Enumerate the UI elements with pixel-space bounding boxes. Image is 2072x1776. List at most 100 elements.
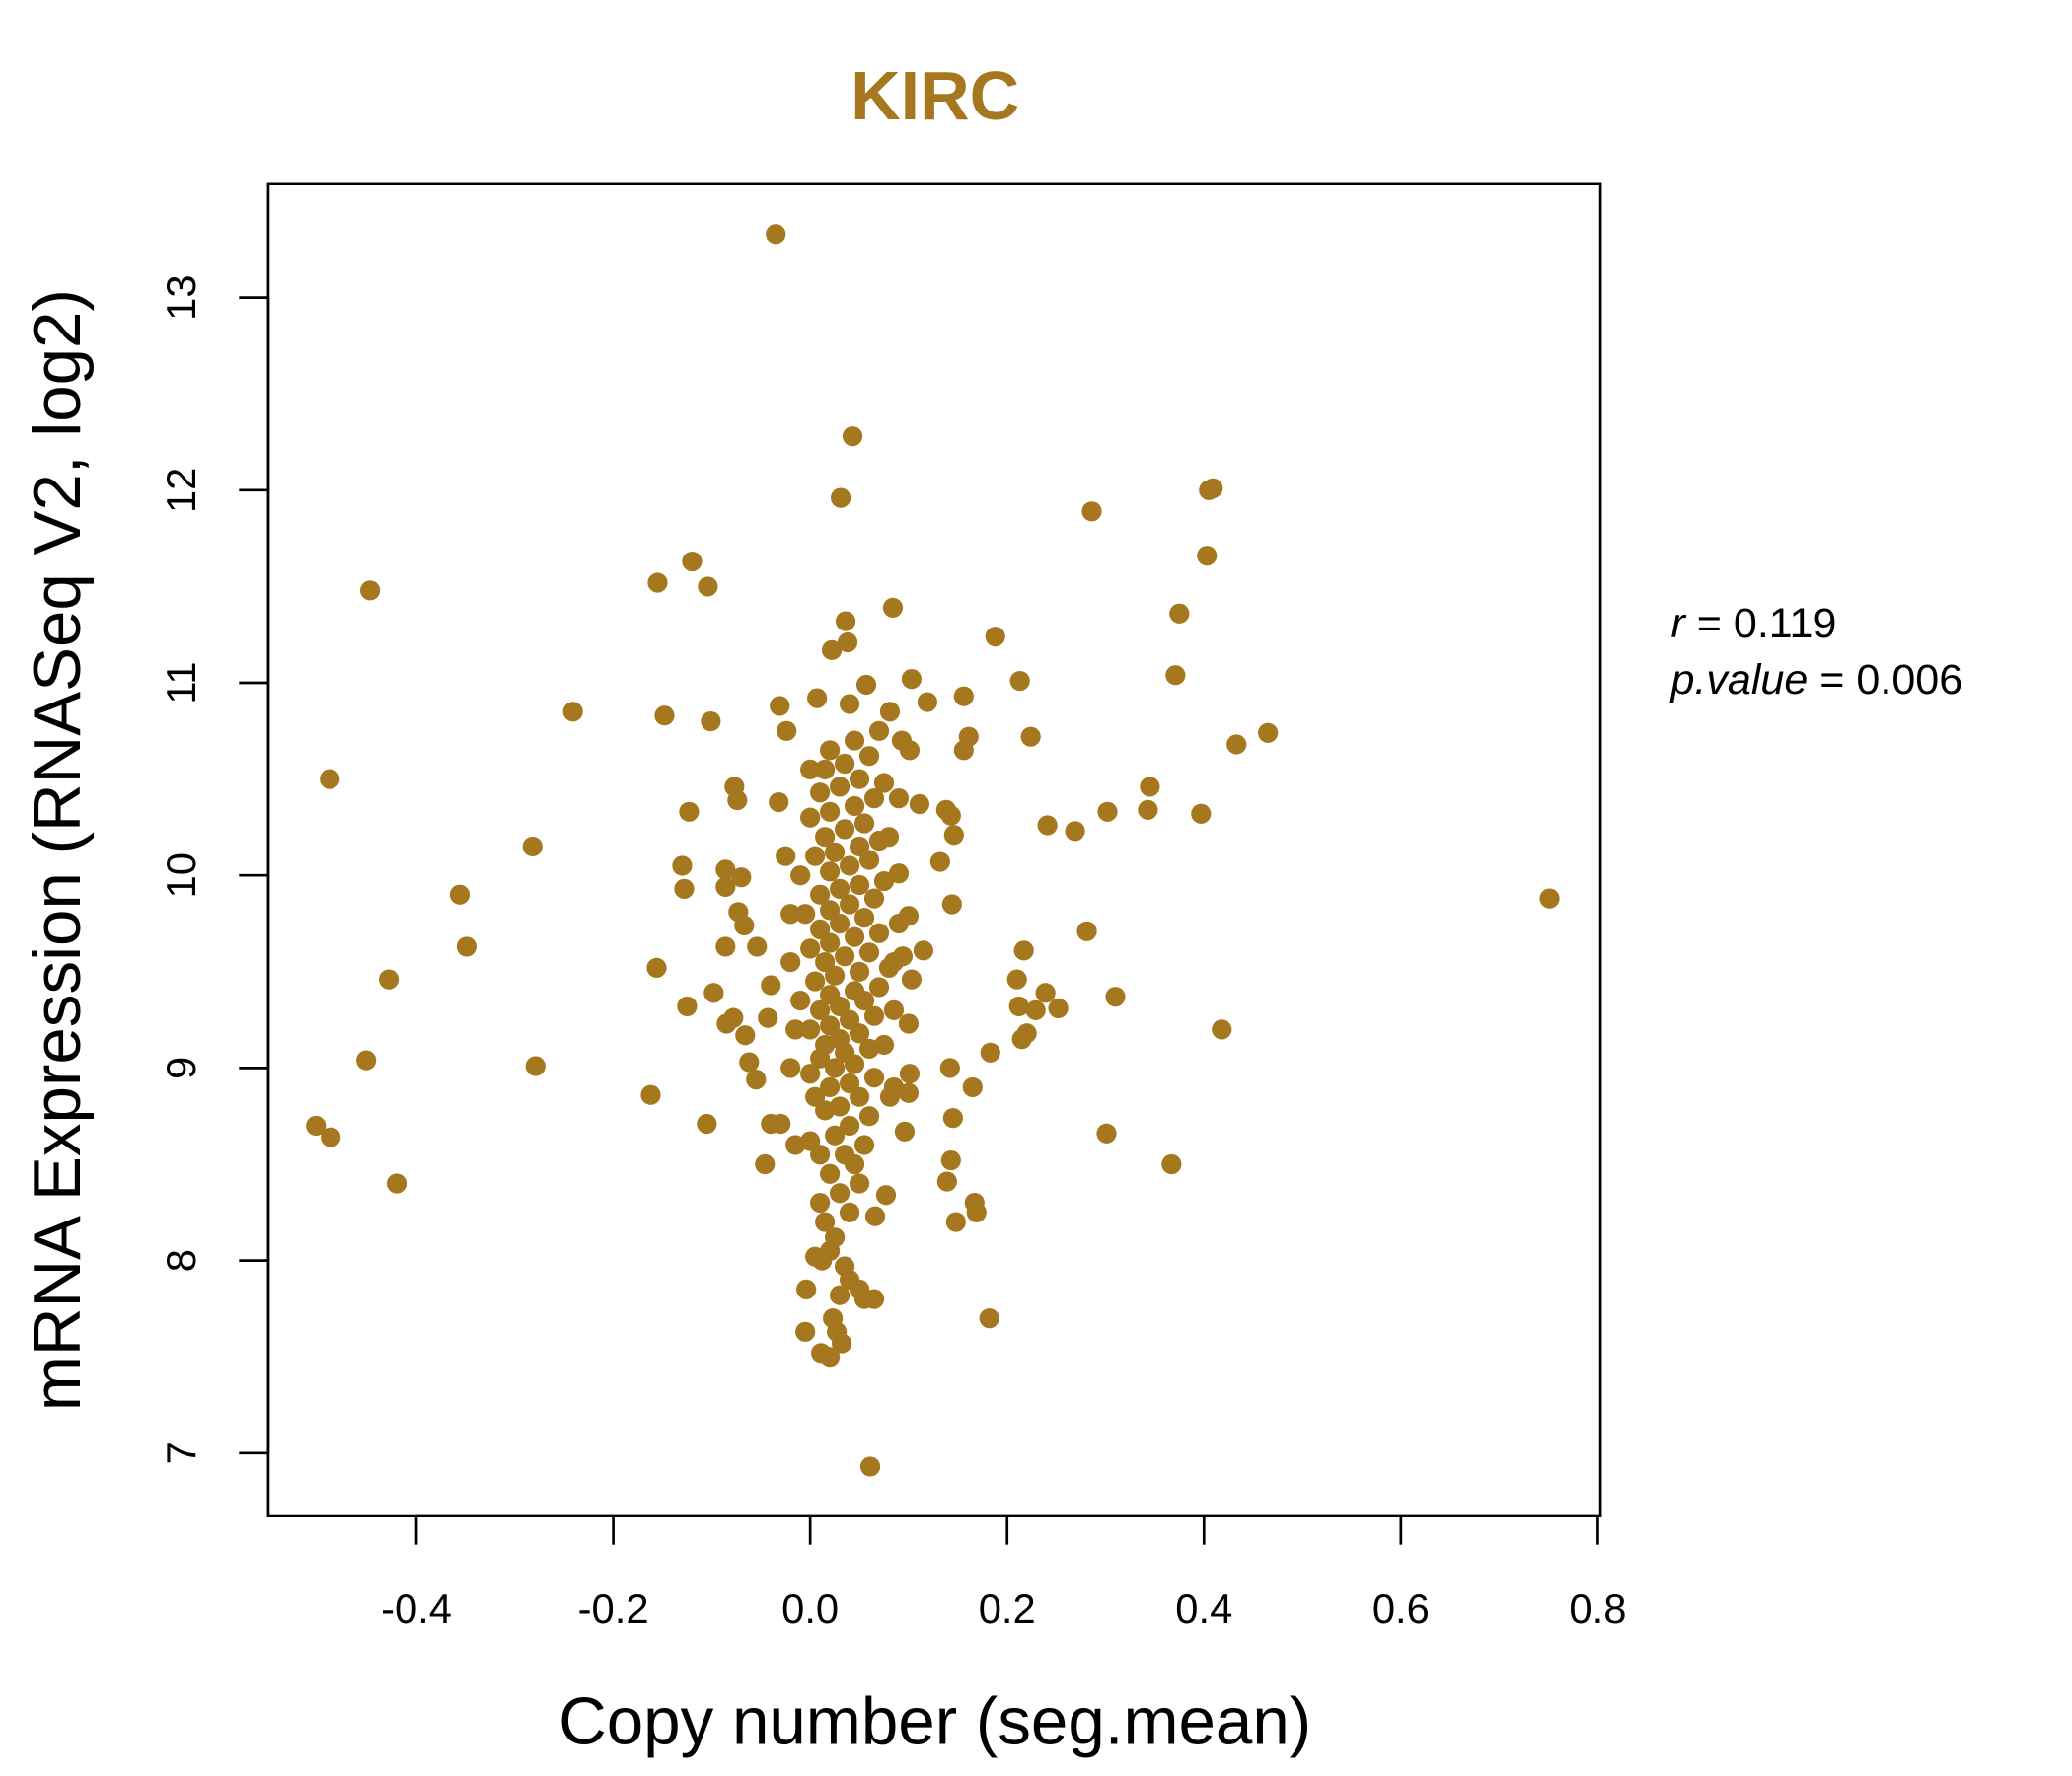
- data-point: [1138, 799, 1158, 820]
- data-point: [820, 985, 841, 1005]
- data-point: [953, 686, 974, 706]
- data-point: [1199, 480, 1220, 500]
- data-point: [839, 1115, 860, 1137]
- data-point: [936, 1171, 957, 1192]
- data-point: [703, 983, 724, 1003]
- data-point: [805, 846, 826, 866]
- data-point: [844, 981, 865, 1001]
- data-point: [682, 551, 703, 572]
- data-point: [758, 1007, 778, 1028]
- data-point: [942, 1108, 963, 1129]
- y-tick-label: 8: [158, 1249, 204, 1272]
- y-tick-label: 13: [158, 274, 204, 320]
- x-axis: -0.4 -0.2 0.0 0.2 0.4 0.6 0.8: [381, 1514, 1626, 1632]
- data-point: [820, 1015, 841, 1036]
- data-point: [849, 769, 870, 789]
- data-point: [727, 789, 748, 811]
- data-point: [360, 580, 381, 601]
- data-point: [979, 1308, 999, 1329]
- data-point: [1048, 998, 1069, 1018]
- data-point: [646, 957, 667, 978]
- y-tick-label: 9: [158, 1057, 204, 1079]
- data-point: [715, 876, 736, 898]
- data-point: [731, 867, 752, 888]
- data-point: [1008, 996, 1029, 1017]
- data-point: [796, 1279, 817, 1299]
- data-point: [810, 1192, 831, 1214]
- data-point: [810, 782, 831, 803]
- data-point: [882, 597, 904, 618]
- data-point: [868, 977, 890, 998]
- data-point: [766, 224, 786, 245]
- y-tick-label: 12: [158, 468, 204, 513]
- data-point: [822, 639, 843, 660]
- data-point: [815, 951, 836, 973]
- data-point: [941, 894, 962, 915]
- data-point: [863, 788, 885, 809]
- data-point: [679, 801, 700, 822]
- data-point: [888, 788, 910, 809]
- data-point: [1161, 1153, 1182, 1175]
- data-point: [780, 951, 801, 973]
- x-axis-label: Copy number (seg.mean): [558, 1685, 1311, 1759]
- data-point: [800, 759, 821, 779]
- data-point: [858, 1106, 880, 1127]
- data-point: [849, 1173, 870, 1194]
- data-point: [1035, 983, 1056, 1003]
- data-point: [894, 1121, 916, 1142]
- data-point: [562, 702, 583, 722]
- data-point: [755, 1153, 776, 1175]
- data-point: [829, 1285, 851, 1305]
- data-point: [715, 859, 736, 880]
- data-point: [785, 1135, 806, 1155]
- data-point: [674, 878, 695, 899]
- plot-frame: [266, 182, 1602, 1517]
- data-point: [863, 888, 885, 909]
- data-point: [654, 705, 675, 726]
- data-point: [849, 836, 870, 857]
- data-point: [795, 1321, 816, 1342]
- data-point: [776, 846, 796, 866]
- data-point: [716, 1013, 737, 1034]
- data-point: [739, 1052, 760, 1073]
- data-point: [901, 669, 923, 690]
- data-point: [825, 842, 846, 862]
- y-tick-label: 11: [158, 661, 204, 703]
- data-point: [1539, 888, 1560, 909]
- data-point: [805, 971, 826, 992]
- data-point: [839, 855, 860, 876]
- data-point: [1037, 815, 1058, 836]
- data-point: [853, 1135, 875, 1155]
- x-tick-label: 0.2: [979, 1586, 1036, 1632]
- data-point: [853, 813, 875, 834]
- data-point: [1140, 777, 1160, 797]
- data-point: [943, 825, 964, 846]
- data-point: [715, 936, 736, 957]
- data-point: [735, 1025, 756, 1046]
- data-point: [456, 936, 478, 957]
- data-point: [805, 1086, 826, 1107]
- data-point: [800, 938, 821, 959]
- data-point: [826, 1321, 848, 1342]
- data-point: [863, 1068, 885, 1088]
- data-point: [820, 861, 841, 882]
- data-point: [825, 1125, 846, 1146]
- data-point: [891, 730, 913, 751]
- data-point: [842, 426, 863, 447]
- data-point: [1013, 940, 1034, 961]
- y-axis: 7 8 9 10 11 12 13: [158, 274, 270, 1464]
- data-point: [1081, 501, 1102, 522]
- data-point: [980, 1042, 1000, 1063]
- data-point: [898, 1013, 920, 1034]
- data-point: [883, 951, 905, 973]
- data-point: [769, 791, 789, 813]
- data-point: [858, 746, 880, 767]
- data-point: [834, 946, 855, 967]
- data-point: [873, 773, 895, 793]
- r-label: r: [1670, 600, 1686, 647]
- data-point: [829, 1096, 851, 1117]
- data-point: [810, 884, 831, 905]
- data-point: [761, 975, 781, 996]
- data-point: [829, 878, 851, 899]
- data-point: [901, 969, 923, 990]
